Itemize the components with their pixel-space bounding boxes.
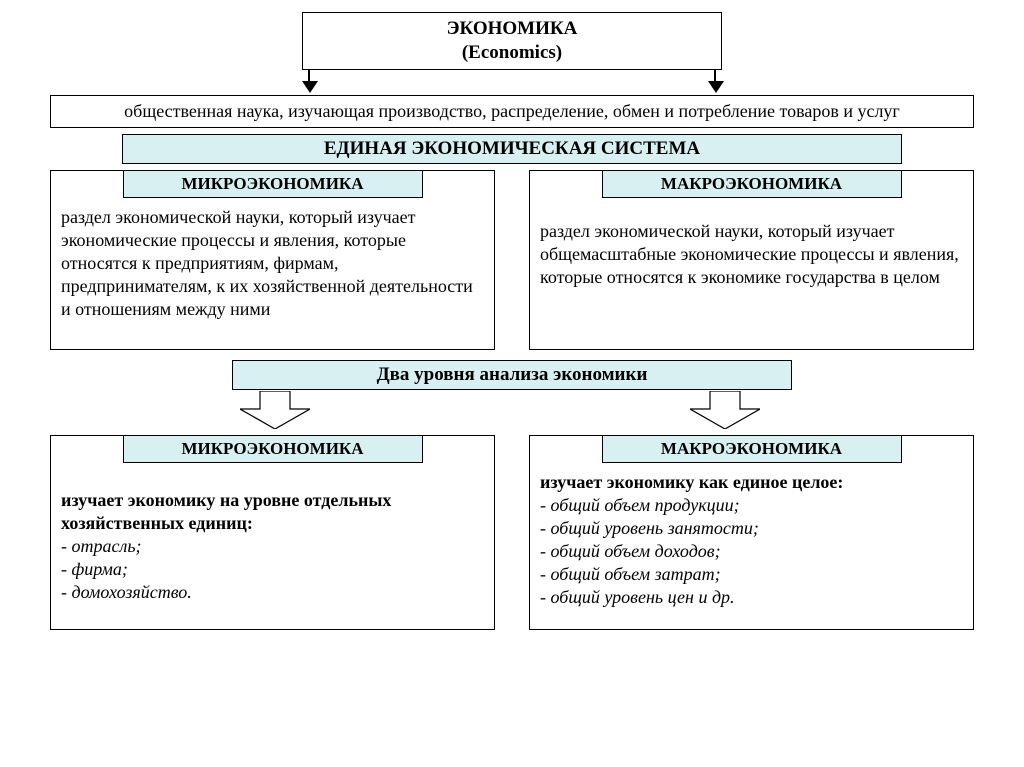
macro-subheader-label: МАКРОЭКОНОМИКА: [661, 174, 842, 193]
micro-level-body: изучает экономику на уровне отдельных хо…: [61, 471, 484, 604]
list-item: - общий уровень занятости;: [540, 517, 963, 540]
micro-level-subheader-label: МИКРОЭКОНОМИКА: [181, 439, 363, 458]
micro-level-list: - отрасль;- фирма;- домохозяйство.: [61, 535, 484, 604]
levels-bar: Два уровня анализа экономики: [232, 360, 792, 390]
micro-subheader-label: МИКРОЭКОНОМИКА: [181, 174, 363, 193]
list-item: - общий объем затрат;: [540, 563, 963, 586]
micro-level-panel: МИКРОЭКОНОМИКА изучает экономику на уров…: [50, 435, 495, 630]
system-bar: ЕДИНАЯ ЭКОНОМИЧЕСКАЯ СИСТЕМА: [122, 134, 902, 164]
list-item: - отрасль;: [61, 535, 484, 558]
row-levels: МИКРОЭКОНОМИКА изучает экономику на уров…: [50, 435, 974, 630]
definition-text: общественная наука, изучающая производст…: [124, 101, 900, 121]
list-item: - фирма;: [61, 558, 484, 581]
macro-level-list: - общий объем продукции;- общий уровень …: [540, 494, 963, 609]
micro-def-panel: МИКРОЭКОНОМИКА раздел экономической наук…: [50, 170, 495, 350]
arrows-from-levels: [50, 389, 974, 429]
levels-bar-label: Два уровня анализа экономики: [377, 364, 648, 385]
micro-level-subheader: МИКРОЭКОНОМИКА: [123, 435, 423, 463]
macro-def-panel: МАКРОЭКОНОМИКА раздел экономической наук…: [529, 170, 974, 350]
micro-level-lead: изучает экономику на уровне отдельных хо…: [61, 490, 391, 533]
title-line1: ЭКОНОМИКА: [311, 17, 713, 41]
macro-level-panel: МАКРОЭКОНОМИКА изучает экономику как еди…: [529, 435, 974, 630]
macro-level-subheader: МАКРОЭКОНОМИКА: [602, 435, 902, 463]
system-bar-label: ЕДИНАЯ ЭКОНОМИЧЕСКАЯ СИСТЕМА: [324, 138, 700, 159]
row-definitions: МИКРОЭКОНОМИКА раздел экономической наук…: [50, 170, 974, 350]
definition-box: общественная наука, изучающая производст…: [50, 95, 974, 128]
macro-level-body: изучает экономику как единое целое: - об…: [540, 471, 963, 609]
title-line2: (Economics): [311, 41, 713, 65]
macro-def-body: раздел экономической науки, который изуч…: [540, 206, 963, 289]
list-item: - домохозяйство.: [61, 581, 484, 604]
list-item: - общий объем доходов;: [540, 540, 963, 563]
block-arrow-icon: [690, 391, 760, 429]
micro-subheader: МИКРОЭКОНОМИКА: [123, 170, 423, 198]
list-item: - общий объем продукции;: [540, 494, 963, 517]
micro-def-body: раздел экономической науки, который изуч…: [61, 206, 484, 321]
title-box: ЭКОНОМИКА (Economics): [302, 12, 722, 70]
list-item: - общий уровень цен и др.: [540, 586, 963, 609]
arrows-from-title: [50, 69, 974, 95]
macro-level-subheader-label: МАКРОЭКОНОМИКА: [661, 439, 842, 458]
macro-level-lead: изучает экономику как единое целое:: [540, 472, 843, 492]
block-arrow-icon: [240, 391, 310, 429]
macro-subheader: МАКРОЭКОНОМИКА: [602, 170, 902, 198]
